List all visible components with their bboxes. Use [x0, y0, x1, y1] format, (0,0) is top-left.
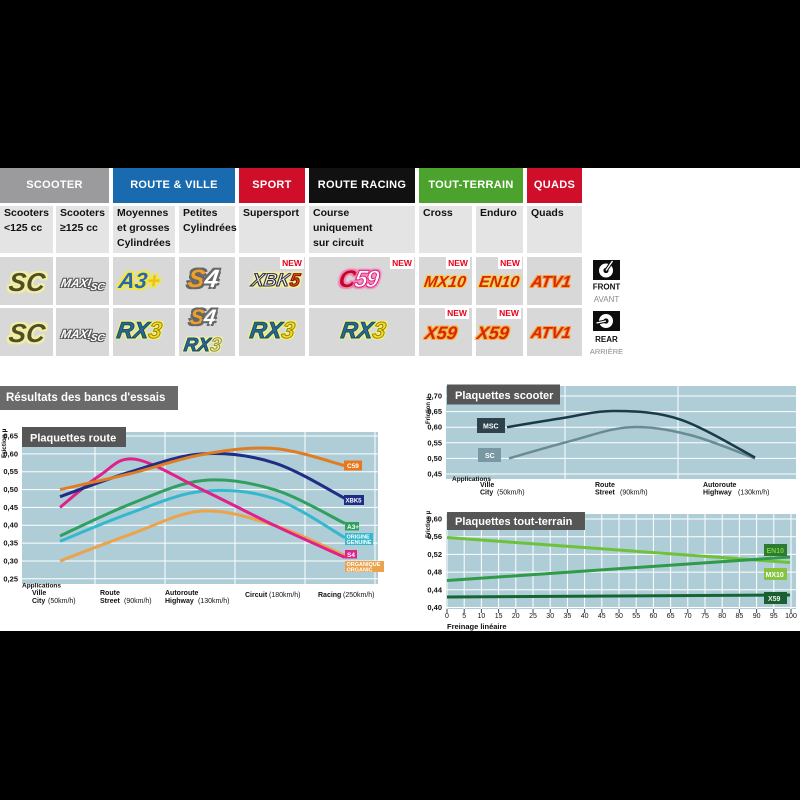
svg-text:Route: Route — [595, 482, 615, 489]
svg-text:Highway: Highway — [703, 490, 732, 497]
svg-text:0,60: 0,60 — [427, 515, 442, 524]
svg-text:0,60: 0,60 — [427, 423, 442, 432]
svg-text:45: 45 — [598, 613, 606, 620]
svg-text:Autoroute: Autoroute — [165, 590, 199, 597]
svg-text:0,60: 0,60 — [3, 449, 18, 458]
svg-text:AVANT: AVANT — [594, 295, 620, 304]
svg-text:0,40: 0,40 — [3, 521, 18, 530]
svg-text:SC: SC — [485, 453, 495, 460]
svg-text:(50km/h): (50km/h) — [497, 490, 525, 497]
svg-text:0,25: 0,25 — [3, 574, 18, 583]
svg-text:0,44: 0,44 — [427, 585, 442, 594]
svg-text:0,55: 0,55 — [427, 438, 442, 447]
svg-text:ARRIÈRE: ARRIÈRE — [590, 347, 623, 356]
svg-text:S4: S4 — [347, 552, 355, 559]
svg-text:(180km/h): (180km/h) — [269, 592, 301, 599]
svg-text:90: 90 — [753, 613, 761, 620]
svg-text:10: 10 — [478, 613, 486, 620]
svg-text:0,50: 0,50 — [3, 485, 18, 494]
svg-text:25: 25 — [529, 613, 537, 620]
svg-text:30: 30 — [546, 613, 554, 620]
svg-text:EN10: EN10 — [767, 548, 785, 555]
svg-text:0,45: 0,45 — [3, 503, 18, 512]
svg-text:0,70: 0,70 — [427, 392, 442, 401]
svg-text:Ville: Ville — [480, 482, 494, 489]
svg-text:40: 40 — [581, 613, 589, 620]
svg-text:FRONT: FRONT — [593, 283, 621, 292]
svg-text:85: 85 — [736, 613, 744, 620]
svg-text:MX10: MX10 — [766, 572, 784, 579]
svg-text:0,35: 0,35 — [3, 539, 18, 548]
svg-text:0,50: 0,50 — [427, 454, 442, 463]
svg-text:Plaquettes scooter: Plaquettes scooter — [455, 390, 554, 402]
svg-text:100: 100 — [785, 613, 797, 620]
svg-text:Applications: Applications — [452, 476, 491, 483]
svg-text:(90km/h): (90km/h) — [620, 490, 648, 497]
svg-text:0,48: 0,48 — [427, 568, 442, 577]
svg-text:55: 55 — [632, 613, 640, 620]
svg-text:Plaquettes route: Plaquettes route — [30, 433, 116, 445]
svg-text:City: City — [32, 598, 45, 605]
svg-text:Ville: Ville — [32, 590, 46, 597]
svg-text:0,65: 0,65 — [427, 407, 442, 416]
svg-text:75: 75 — [701, 613, 709, 620]
svg-text:Route: Route — [100, 590, 120, 597]
svg-text:(130km/h): (130km/h) — [738, 490, 770, 497]
svg-text:80: 80 — [718, 613, 726, 620]
svg-text:Freinage linéaire: Freinage linéaire — [447, 622, 507, 631]
svg-text:65: 65 — [667, 613, 675, 620]
svg-text:0,52: 0,52 — [427, 550, 442, 559]
svg-text:0: 0 — [445, 613, 449, 620]
svg-text:Street: Street — [100, 598, 121, 605]
svg-text:Friction µ: Friction µ — [426, 396, 432, 424]
svg-text:Highway: Highway — [165, 598, 194, 605]
svg-text:Applications: Applications — [22, 583, 61, 590]
svg-text:X59: X59 — [768, 596, 781, 603]
svg-text:20: 20 — [512, 613, 520, 620]
svg-text:0,30: 0,30 — [3, 557, 18, 566]
svg-text:Autoroute: Autoroute — [703, 482, 737, 489]
svg-text:MSC: MSC — [483, 424, 499, 431]
svg-text:50: 50 — [615, 613, 623, 620]
svg-text:ORGANIC: ORGANIC — [347, 568, 373, 574]
svg-text:70: 70 — [684, 613, 692, 620]
svg-text:0,56: 0,56 — [427, 532, 442, 541]
svg-text:A3+: A3+ — [347, 524, 359, 531]
svg-text:ORGANIQUE: ORGANIQUE — [347, 562, 381, 568]
svg-text:0,40: 0,40 — [427, 603, 442, 612]
svg-text:C59: C59 — [347, 463, 359, 470]
svg-text:Friction µ: Friction µ — [1, 428, 8, 458]
svg-text:(130km/h): (130km/h) — [198, 598, 230, 605]
svg-text:15: 15 — [495, 613, 503, 620]
svg-text:0,45: 0,45 — [427, 470, 442, 479]
svg-text:60: 60 — [650, 613, 658, 620]
svg-text:City: City — [480, 490, 493, 497]
svg-text:0,65: 0,65 — [3, 432, 18, 441]
svg-text:Street: Street — [595, 490, 616, 497]
svg-text:(90km/h): (90km/h) — [124, 598, 152, 605]
svg-text:35: 35 — [564, 613, 572, 620]
svg-text:Plaquettes tout-terrain: Plaquettes tout-terrain — [455, 516, 573, 528]
svg-text:ORIGINE: ORIGINE — [347, 535, 371, 541]
svg-text:Circuit: Circuit — [245, 592, 268, 599]
svg-text:Friction µ: Friction µ — [426, 510, 432, 538]
svg-text:REAR: REAR — [595, 335, 618, 344]
svg-text:0,55: 0,55 — [3, 467, 18, 476]
svg-text:5: 5 — [462, 613, 466, 620]
svg-text:(50km/h): (50km/h) — [48, 598, 76, 605]
svg-text:Racing: Racing — [318, 592, 341, 599]
svg-text:95: 95 — [770, 613, 778, 620]
svg-text:XBK5: XBK5 — [346, 499, 363, 505]
svg-text:(250km/h): (250km/h) — [343, 592, 375, 599]
svg-text:GENUINE: GENUINE — [347, 540, 372, 546]
